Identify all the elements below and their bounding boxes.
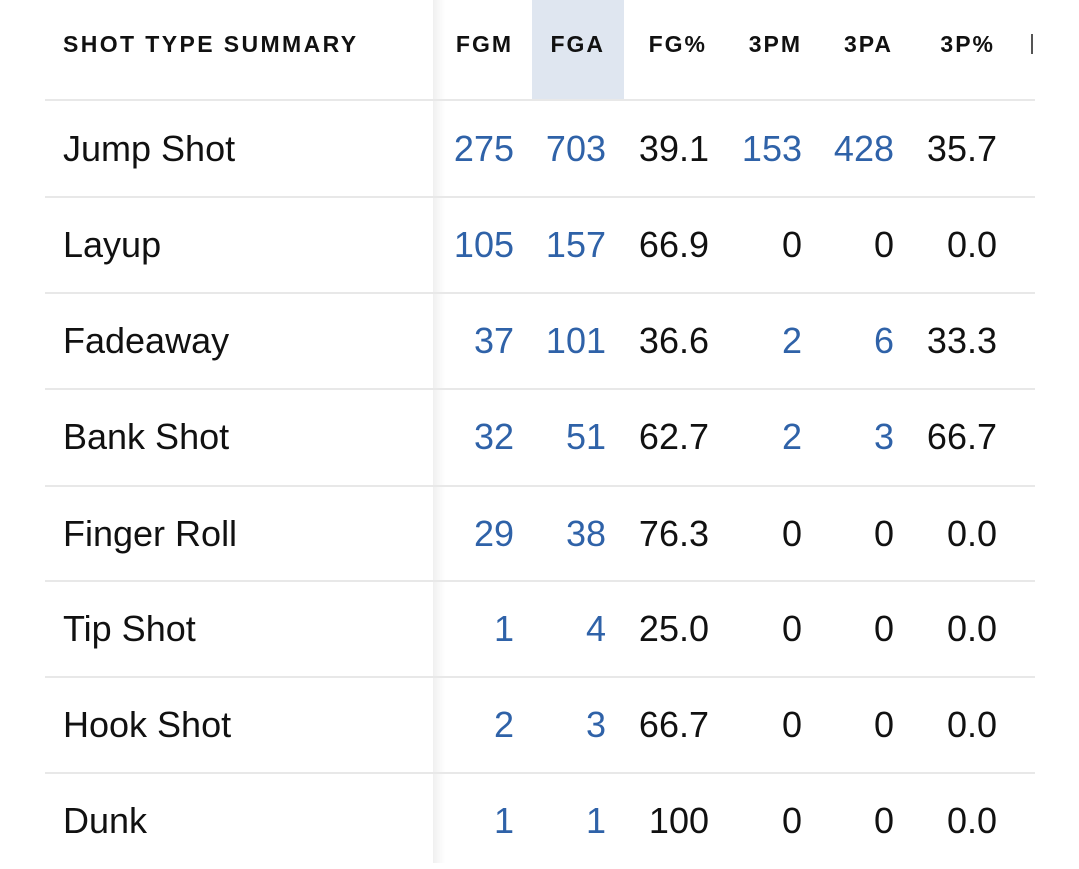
table-title: SHOT TYPE SUMMARY xyxy=(63,31,359,57)
column-header-3p-pct[interactable]: 3P% xyxy=(940,31,995,57)
fga-link[interactable]: 703 xyxy=(545,128,606,169)
fg-pct-value: 25.0 xyxy=(638,608,709,649)
table-row: Finger Roll 29 38 76.3 0 0 0.0 xyxy=(0,486,1079,582)
column-header-3pm[interactable]: 3PM xyxy=(748,31,802,57)
row-divider xyxy=(45,485,1035,487)
3pa-value: 0 xyxy=(873,608,894,649)
3pm-value: 0 xyxy=(781,513,802,554)
fgm-link[interactable]: 1 xyxy=(493,608,514,649)
sticky-column-shadow xyxy=(433,0,445,863)
3pm-link[interactable]: 2 xyxy=(781,416,802,457)
row-divider xyxy=(45,580,1035,582)
3p-pct-value: 0.0 xyxy=(946,608,997,649)
3pm-value: 0 xyxy=(781,800,802,841)
3pa-value: 0 xyxy=(873,513,894,554)
header-divider xyxy=(45,99,1035,101)
3pa-value: 0 xyxy=(873,704,894,745)
shot-type-name: Fadeaway xyxy=(63,320,230,361)
fga-link[interactable]: 3 xyxy=(585,704,606,745)
3p-pct-value: 0.0 xyxy=(946,800,997,841)
sorted-column-highlight xyxy=(532,0,624,100)
table-row: Tip Shot 1 4 25.0 0 0 0.0 xyxy=(0,581,1079,677)
fgm-link[interactable]: 32 xyxy=(473,416,514,457)
fg-pct-value: 100 xyxy=(648,800,709,841)
fg-pct-value: 62.7 xyxy=(638,416,709,457)
row-divider xyxy=(45,388,1035,390)
table-row: Jump Shot 275 703 39.1 153 428 35.7 xyxy=(0,101,1079,197)
3pm-link[interactable]: 153 xyxy=(741,128,802,169)
fgm-link[interactable]: 105 xyxy=(453,224,514,265)
3pa-value: 0 xyxy=(873,224,894,265)
table-row: Hook Shot 2 3 66.7 0 0 0.0 xyxy=(0,677,1079,773)
3p-pct-value: 0.0 xyxy=(946,704,997,745)
fga-link[interactable]: 1 xyxy=(585,800,606,841)
fgm-link[interactable]: 37 xyxy=(473,320,514,361)
3p-pct-value: 66.7 xyxy=(926,416,997,457)
table-header-row: SHOT TYPE SUMMARY FGM FGA FG% 3PM 3PA 3P… xyxy=(0,0,1079,100)
fg-pct-value: 76.3 xyxy=(638,513,709,554)
3p-pct-value: 0.0 xyxy=(946,513,997,554)
column-header-fga[interactable]: FGA xyxy=(550,31,605,57)
3pa-link[interactable]: 3 xyxy=(873,416,894,457)
fgm-link[interactable]: 1 xyxy=(493,800,514,841)
column-header-fg-pct[interactable]: FG% xyxy=(648,31,707,57)
3pm-value: 0 xyxy=(781,608,802,649)
row-divider xyxy=(45,292,1035,294)
fgm-link[interactable]: 2 xyxy=(493,704,514,745)
shot-type-name: Jump Shot xyxy=(63,128,236,169)
fg-pct-value: 66.9 xyxy=(638,224,709,265)
column-header-3pa[interactable]: 3PA xyxy=(843,31,893,57)
shot-type-name: Finger Roll xyxy=(63,513,238,554)
fg-pct-value: 66.7 xyxy=(638,704,709,745)
column-header-fgm[interactable]: FGM xyxy=(455,31,513,57)
3p-pct-value: 0.0 xyxy=(946,224,997,265)
truncated-column-indicator xyxy=(1031,34,1033,54)
row-divider xyxy=(45,196,1035,198)
fga-link[interactable]: 38 xyxy=(565,513,606,554)
shot-type-name: Layup xyxy=(63,224,162,265)
shot-type-name: Bank Shot xyxy=(63,416,230,457)
3p-pct-value: 33.3 xyxy=(926,320,997,361)
fga-link[interactable]: 51 xyxy=(565,416,606,457)
fgm-link[interactable]: 29 xyxy=(473,513,514,554)
shot-type-name: Hook Shot xyxy=(63,704,232,745)
3p-pct-value: 35.7 xyxy=(926,128,997,169)
shot-type-name: Dunk xyxy=(63,800,148,841)
3pa-value: 0 xyxy=(873,800,894,841)
table-row: Layup 105 157 66.9 0 0 0.0 xyxy=(0,197,1079,293)
3pm-value: 0 xyxy=(781,224,802,265)
fg-pct-value: 36.6 xyxy=(638,320,709,361)
3pm-link[interactable]: 2 xyxy=(781,320,802,361)
row-divider xyxy=(45,772,1035,774)
3pm-value: 0 xyxy=(781,704,802,745)
fga-link[interactable]: 157 xyxy=(545,224,606,265)
table-row: Fadeaway 37 101 36.6 2 6 33.3 xyxy=(0,293,1079,389)
fga-link[interactable]: 4 xyxy=(585,608,606,649)
fga-link[interactable]: 101 xyxy=(545,320,606,361)
3pa-link[interactable]: 428 xyxy=(833,128,894,169)
row-divider xyxy=(45,676,1035,678)
fg-pct-value: 39.1 xyxy=(638,128,709,169)
shot-type-name: Tip Shot xyxy=(63,608,196,649)
table-row: Dunk 1 1 100 0 0 0.0 xyxy=(0,773,1079,869)
fgm-link[interactable]: 275 xyxy=(453,128,514,169)
table-row: Bank Shot 32 51 62.7 2 3 66.7 xyxy=(0,389,1079,485)
3pa-link[interactable]: 6 xyxy=(873,320,894,361)
